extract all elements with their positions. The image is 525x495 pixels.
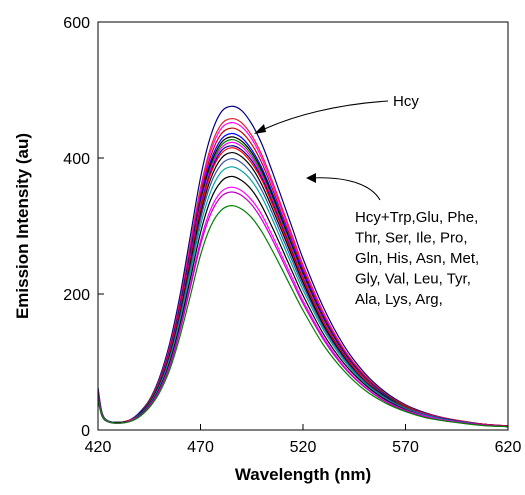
x-axis-title: Wavelength (nm) bbox=[235, 465, 371, 484]
annotation-amino-acids-line: Ala, Lys, Arg, bbox=[355, 291, 443, 308]
annotation-layer: Hcy Hcy+Trp,Glu, Phe, Thr, Ser, Ile, Pro, G… bbox=[254, 93, 479, 308]
annotation-amino-acids: Hcy+Trp,Glu, Phe, Thr, Ser, Ile, Pro, Gln,… bbox=[355, 209, 479, 308]
series-line-17 bbox=[97, 204, 509, 428]
annotation-amino-acids-arrow bbox=[309, 177, 381, 201]
annotation-amino-acids-line: Gln, His, Asn, Met, bbox=[355, 250, 479, 267]
y-axis-title: Emission Intensity (au) bbox=[13, 133, 32, 319]
tick-layer: 420 470 520 570 620 0 200 400 600 bbox=[63, 15, 521, 456]
annotation-amino-acids-line: Gly, Val, Leu, Tyr, bbox=[355, 271, 471, 288]
y-tick-label: 200 bbox=[63, 287, 90, 304]
x-tick-label: 470 bbox=[187, 439, 214, 456]
x-tick-label: 620 bbox=[495, 439, 522, 456]
x-tick-label: 520 bbox=[290, 439, 317, 456]
annotation-amino-acids-line: Thr, Ser, Ile, Pro, bbox=[355, 230, 468, 247]
annotation-amino-acids-line: Hcy+Trp,Glu, Phe, bbox=[355, 209, 478, 226]
y-tick-label: 400 bbox=[63, 151, 90, 168]
annotation-amino-acids-arrowhead bbox=[306, 173, 316, 183]
annotation-hcy: Hcy bbox=[393, 93, 419, 110]
annotation-hcy-arrow bbox=[255, 100, 389, 134]
x-tick-label: 420 bbox=[85, 439, 112, 456]
y-tick-label: 0 bbox=[81, 423, 90, 440]
series-layer bbox=[97, 105, 509, 428]
y-tick-label: 600 bbox=[63, 15, 90, 32]
annotation-hcy-arrowhead bbox=[254, 124, 266, 134]
x-tick-label: 570 bbox=[392, 439, 419, 456]
